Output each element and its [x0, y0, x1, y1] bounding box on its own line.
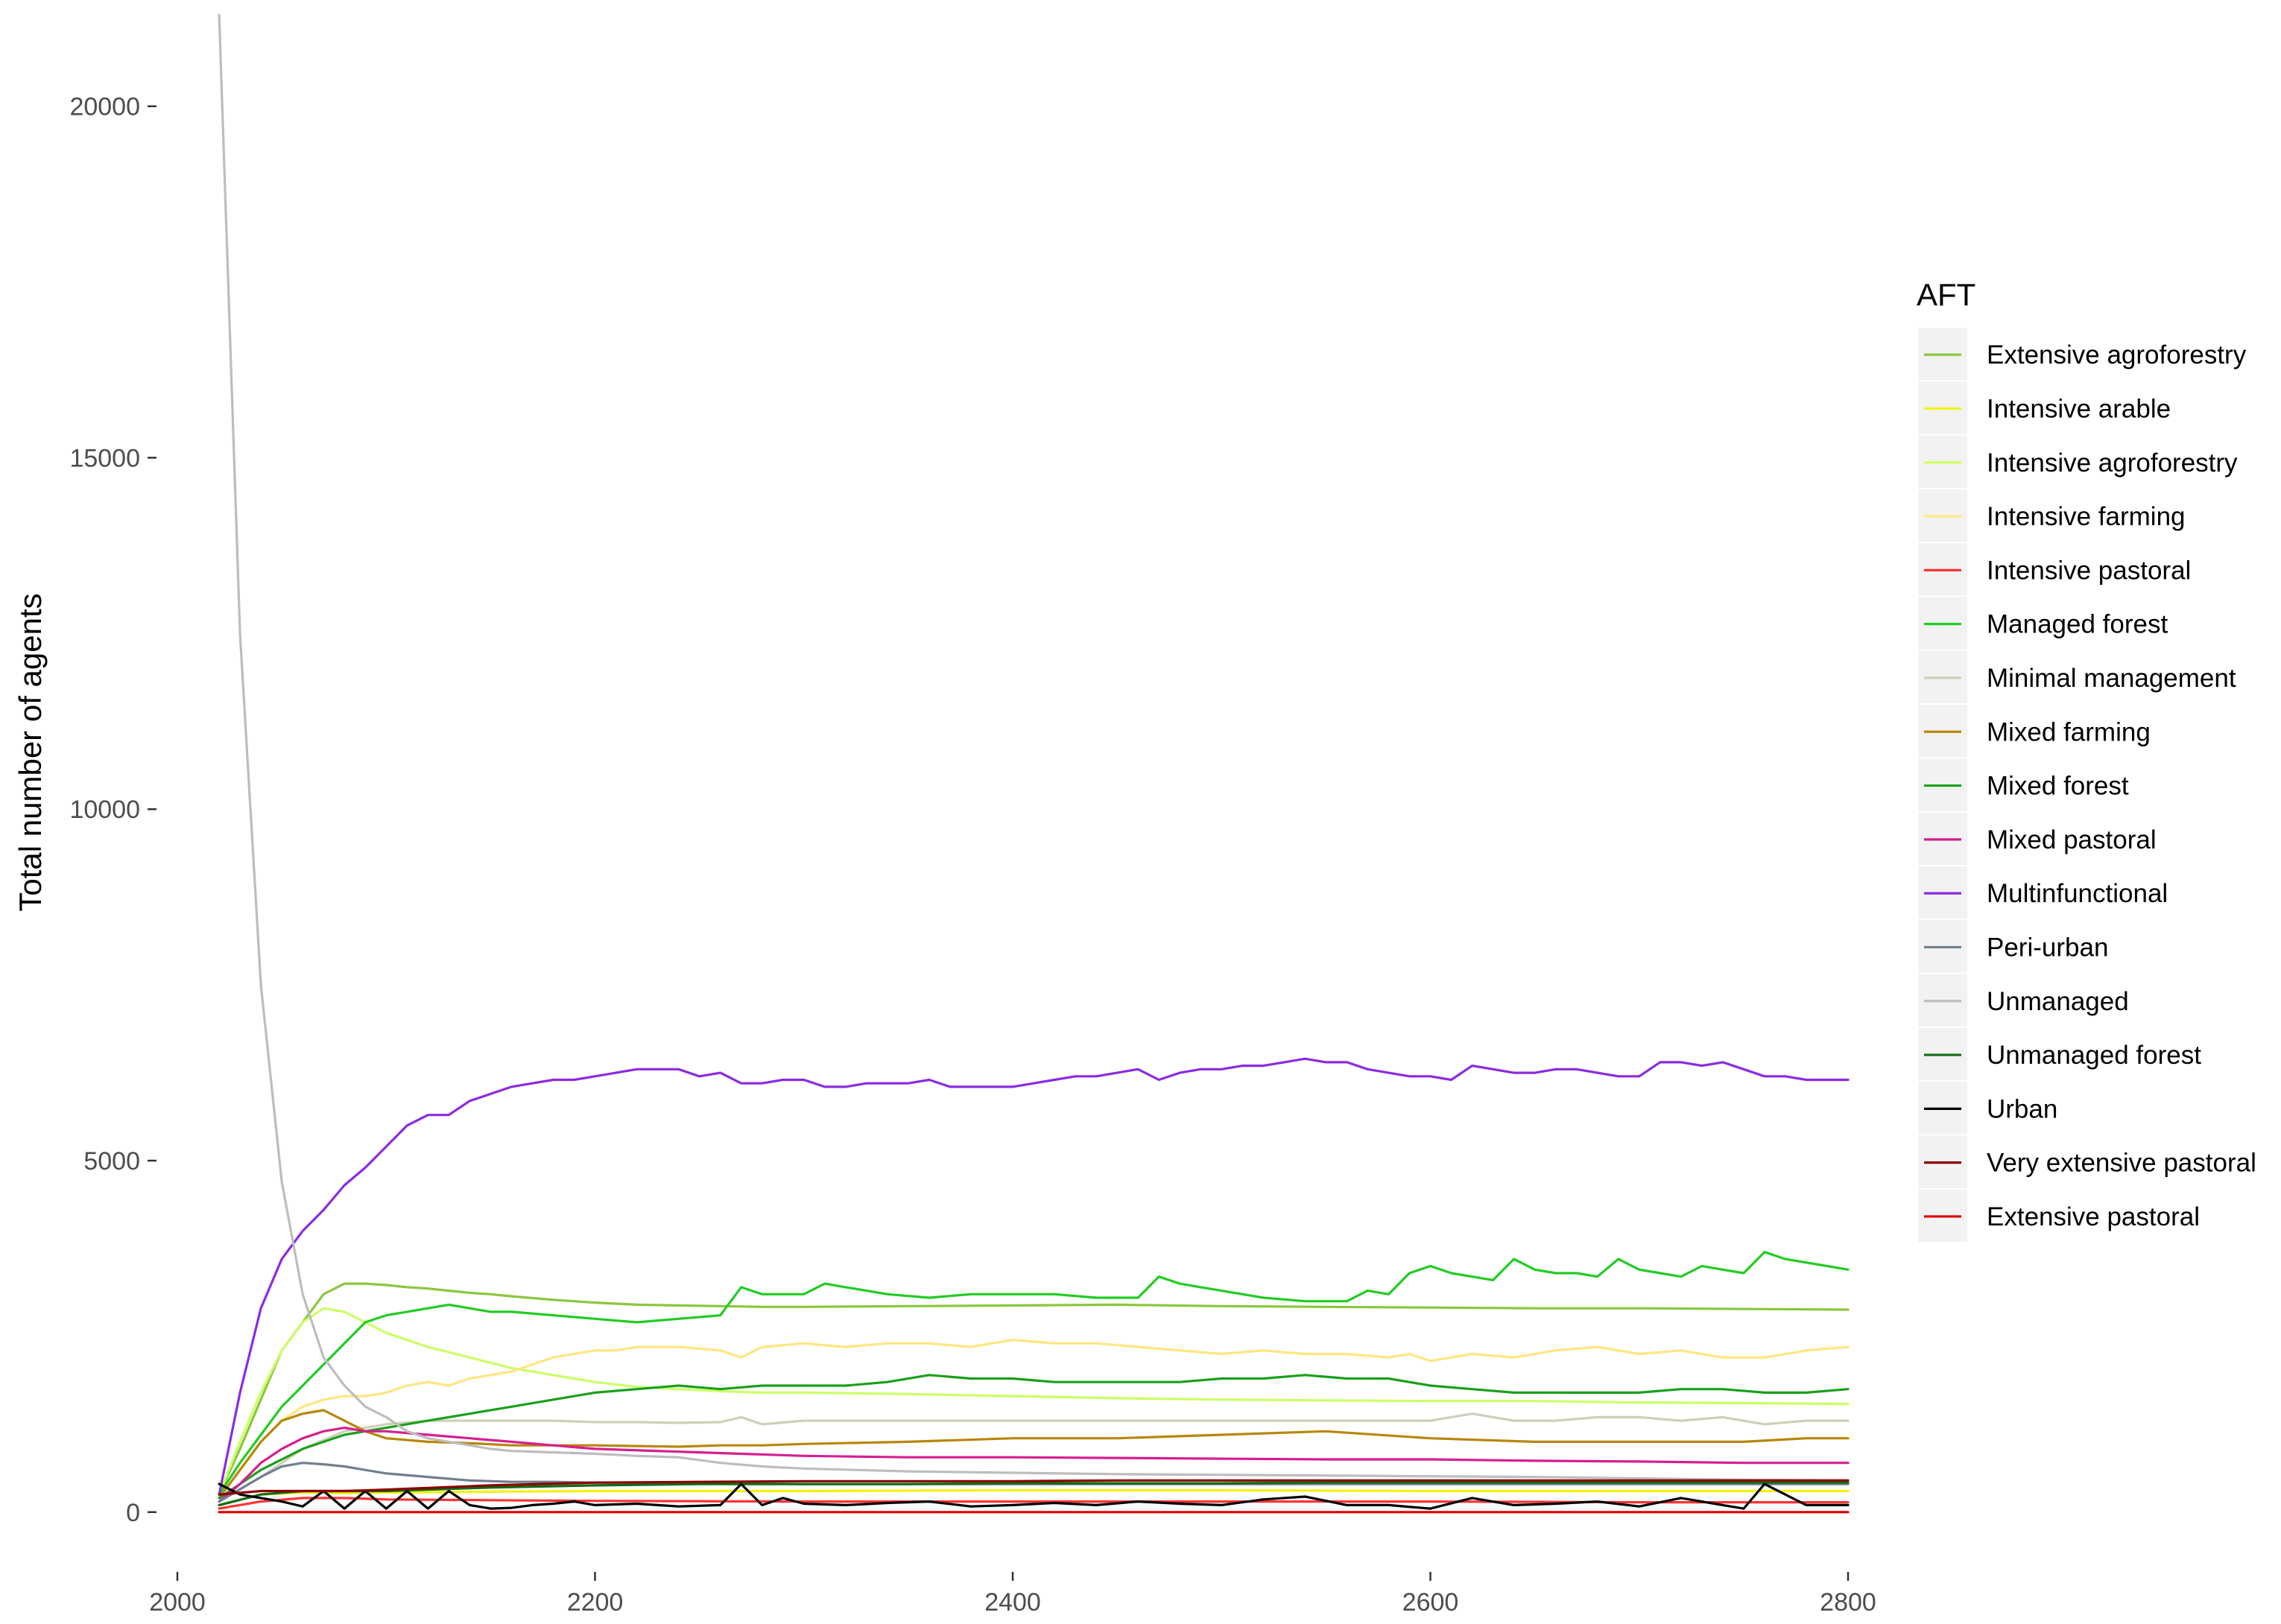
y-tick-label: 10000	[69, 796, 140, 824]
y-tick-label: 5000	[83, 1147, 140, 1176]
legend-label: Intensive farming	[1987, 502, 2186, 531]
y-axis: 0 5000 10000 15000 20000	[69, 93, 156, 1527]
y-tick-label: 0	[126, 1499, 140, 1527]
legend-label: Unmanaged	[1987, 987, 2129, 1016]
series-line-intensive-farming	[218, 1338, 1850, 1500]
x-tick-label: 2800	[1820, 1588, 1876, 1617]
legend: AFT Extensive agroforestry Intensive arab…	[1917, 277, 2256, 1243]
legend-label: Very extensive pastoral	[1987, 1149, 2256, 1178]
y-tick-label: 20000	[69, 93, 140, 121]
series-line-urban	[218, 1482, 1850, 1510]
series-line-managed-forest	[218, 1251, 1850, 1496]
legend-label: Minimal management	[1987, 664, 2236, 693]
legend-label: Unmanaged forest	[1987, 1041, 2201, 1070]
series-line-intensive-arable	[218, 1488, 1850, 1507]
series-line-multinfunctional	[218, 1057, 1850, 1496]
legend-label: Urban	[1987, 1094, 2057, 1123]
series-line-intensive-pastoral	[218, 1497, 1850, 1510]
series-line-very-extensive-pastoral	[218, 1479, 1850, 1496]
legend-label: Extensive pastoral	[1987, 1202, 2200, 1231]
legend-label: Mixed pastoral	[1987, 825, 2157, 854]
x-tick-label: 2000	[149, 1588, 206, 1617]
x-tick-label: 2200	[567, 1588, 624, 1617]
plot-series-group	[218, 13, 1850, 1514]
x-axis: 2000 2200 2400 2600 2800	[149, 1572, 1876, 1617]
series-line-extensive-agroforestry	[218, 1282, 1850, 1496]
series-line-unmanaged	[218, 13, 1850, 1482]
x-tick-label: 2600	[1402, 1588, 1459, 1617]
series-line-mixed-farming	[218, 1409, 1850, 1500]
legend-label: Multinfunctional	[1987, 879, 2168, 908]
y-tick-label: 15000	[69, 444, 140, 472]
series-line-mixed-forest	[218, 1374, 1850, 1500]
series-line-intensive-agroforestry	[218, 1307, 1850, 1496]
legend-title: AFT	[1917, 277, 1975, 312]
legend-label: Mixed forest	[1987, 772, 2129, 801]
legend-label: Mixed farming	[1987, 717, 2151, 746]
legend-label: Intensive arable	[1987, 394, 2171, 423]
y-axis-title: Total number of agents	[13, 593, 48, 911]
legend-label: Intensive agroforestry	[1987, 448, 2238, 478]
series-line-mixed-pastoral	[218, 1426, 1850, 1503]
legend-label: Extensive agroforestry	[1987, 340, 2247, 369]
legend-label: Intensive pastoral	[1987, 556, 2191, 585]
legend-label: Peri-urban	[1987, 933, 2108, 962]
legend-label: Managed forest	[1987, 610, 2168, 639]
x-tick-label: 2400	[984, 1588, 1041, 1617]
